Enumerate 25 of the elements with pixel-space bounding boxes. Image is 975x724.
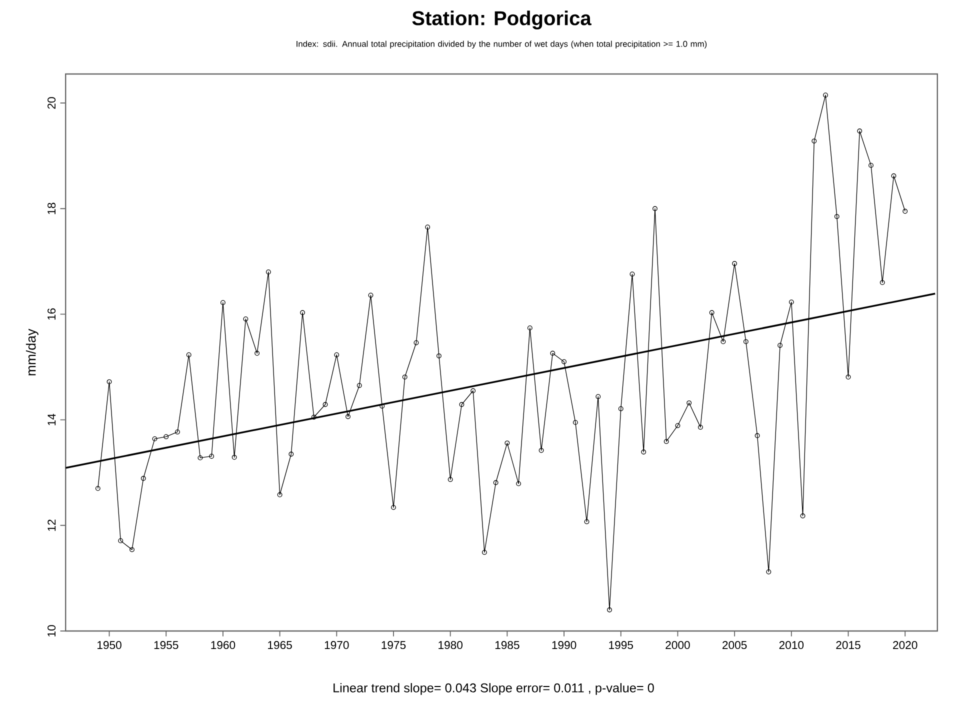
x-tick-label: 1960: [211, 641, 236, 650]
x-tick-label: 1965: [268, 641, 292, 650]
y-axis-title: mm/day: [26, 328, 38, 376]
x-tick-label: 1975: [382, 641, 406, 650]
y-tick-label: 14: [48, 414, 56, 426]
chart-title: Station: Podgorica: [412, 10, 592, 30]
chart-subtitle: Index: sdii. Annual total precipitation divided by the number of wet days (when total precipitation >= 1.0 mm): [296, 40, 707, 49]
x-tick-label: 1990: [552, 641, 576, 650]
x-tick-label: 1955: [154, 641, 178, 650]
x-tick-label: 1985: [495, 641, 520, 650]
text: Linear trend slope= 0.043 Slope error= 0.011 , p-value= 0: [334, 683, 654, 695]
x-tick-label: 2000: [666, 641, 690, 650]
y-tick-label: 20: [48, 97, 56, 109]
y-tick-label: 12: [48, 520, 56, 531]
x-tick-label: 1980: [438, 641, 462, 650]
x-tick-label: 2015: [836, 641, 860, 650]
x-tick-label: 1970: [324, 641, 349, 650]
x-tick-label: 2020: [893, 641, 918, 650]
x-tick-label: 1995: [609, 641, 634, 650]
x-tick-label: 2005: [722, 641, 747, 650]
x-tick-label: 2010: [779, 641, 804, 650]
y-tick-label: 16: [48, 308, 56, 320]
y-tick-label: 10: [48, 625, 56, 636]
y-tick-label: 18: [48, 202, 56, 214]
x-tick-label: 1950: [98, 641, 122, 650]
